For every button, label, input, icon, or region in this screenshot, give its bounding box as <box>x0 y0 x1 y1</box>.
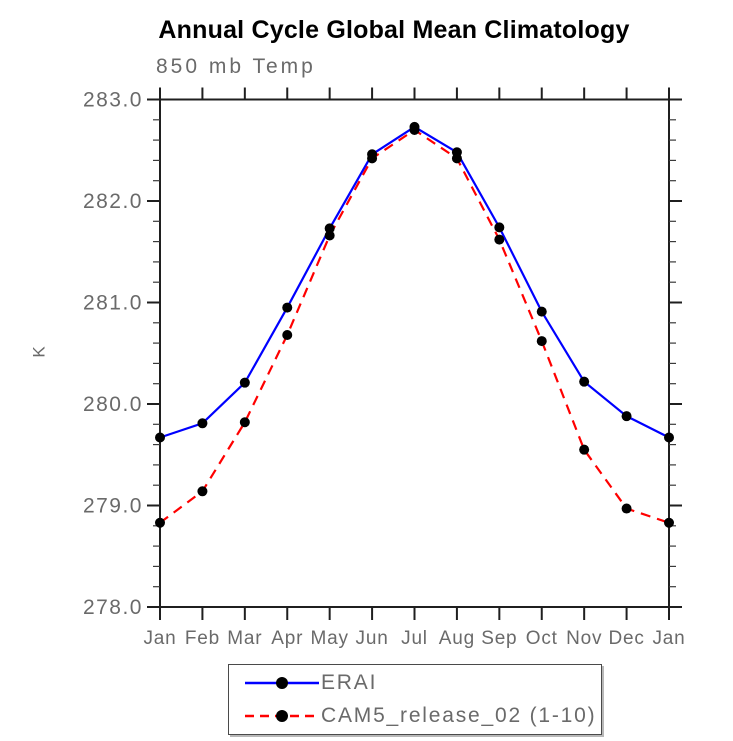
chart-title: Annual Cycle Global Mean Climatology <box>158 16 630 44</box>
legend: ERAI CAM5_release_02 (1-10) <box>228 664 602 735</box>
svg-text:May: May <box>311 628 349 649</box>
erai-marker-dot <box>276 677 288 690</box>
svg-text:Mar: Mar <box>227 628 262 649</box>
erai-line-swatch <box>245 677 319 690</box>
svg-text:Sep: Sep <box>481 628 517 649</box>
svg-text:Jul: Jul <box>401 628 428 649</box>
svg-text:Aug: Aug <box>439 628 475 649</box>
svg-text:Apr: Apr <box>271 628 303 649</box>
svg-text:280.0: 280.0 <box>83 393 143 416</box>
legend-label-cam5: CAM5_release_02 (1-10) <box>321 703 597 727</box>
svg-text:283.0: 283.0 <box>83 89 143 112</box>
svg-text:Feb: Feb <box>185 628 220 649</box>
svg-text:Jan: Jan <box>143 628 176 649</box>
svg-text:Nov: Nov <box>566 628 602 649</box>
svg-text:281.0: 281.0 <box>83 292 143 315</box>
svg-text:Dec: Dec <box>608 628 644 649</box>
svg-text:278.0: 278.0 <box>83 596 143 619</box>
cam5-marker-dot <box>276 709 288 722</box>
svg-text:Oct: Oct <box>526 628 558 649</box>
svg-text:Jan: Jan <box>652 628 685 649</box>
legend-entry-cam5: CAM5_release_02 (1-10) <box>229 702 601 730</box>
legend-label-erai: ERAI <box>321 671 378 695</box>
cam5-line-swatch <box>245 709 319 722</box>
chart-subtitle: 850 mb Temp <box>156 55 316 78</box>
svg-text:Jun: Jun <box>356 628 389 649</box>
svg-text:282.0: 282.0 <box>83 190 143 213</box>
svg-text:279.0: 279.0 <box>83 495 143 518</box>
legend-entry-erai: ERAI <box>229 669 601 697</box>
